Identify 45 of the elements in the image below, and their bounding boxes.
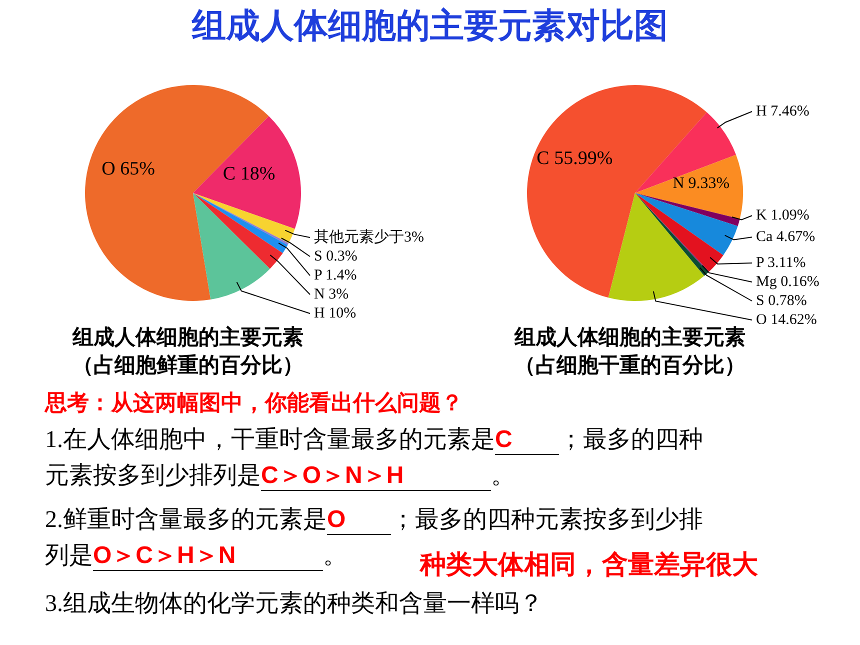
text: 元素按多到少排列是 [45, 463, 261, 489]
pie-slice [635, 193, 740, 226]
text: O [327, 506, 391, 535]
text: 2.鲜重时含量最多的元素是 [45, 507, 327, 533]
pie-slice [635, 193, 738, 256]
slice-label: O 65% [102, 158, 156, 180]
text: ；最多的四种 [559, 427, 703, 453]
text: 3.组成生物体的化学元素的种类和含量一样吗？ [45, 591, 543, 617]
slice-label: N 9.33% [672, 175, 730, 192]
text: 。 [323, 543, 347, 569]
slice-label: H 7.46% [756, 103, 810, 120]
text: C＞O＞N＞H [261, 462, 491, 491]
pie-slice [635, 112, 736, 193]
slice-label: S 0.78% [756, 293, 807, 309]
slice-label: P 1.4% [314, 268, 357, 284]
pie-slice [193, 193, 283, 269]
slice-label: H 10% [314, 306, 356, 322]
text: （占细胞鲜重的百分比） [72, 353, 304, 379]
text: 组成人体细胞的主要元素对比图 [190, 6, 669, 46]
slice-label: O 14.62% [756, 312, 817, 328]
text: 组成人体细胞的主要元素 [71, 324, 304, 351]
pie-slice [608, 193, 704, 301]
slice-label: S 0.3% [314, 248, 358, 265]
slice-label: Ca 4.67% [756, 229, 816, 246]
text: C [495, 426, 559, 455]
slice-label: C 55.99% [536, 148, 613, 170]
text: 种类大体相同，含量差异很大 [420, 548, 758, 580]
text: 。 [491, 463, 515, 489]
slice-label: K 1.09% [756, 208, 810, 224]
pie-slice [193, 116, 301, 229]
text: ；最多的四种元素按多到少排 [391, 507, 703, 533]
text: 1.在人体细胞中，干重时含量最多的元素是 [45, 427, 495, 453]
pie-slice [193, 193, 270, 300]
slice-label: 其他元素少于3% [314, 228, 424, 246]
pie-slice [635, 193, 724, 272]
text: （占细胞干重的百分比） [514, 353, 746, 379]
slice-label: C 18% [222, 163, 276, 184]
pie-slice [635, 154, 743, 219]
text: O＞C＞H＞N [93, 542, 323, 571]
slice-label: N 3% [314, 286, 349, 303]
slice-label: Mg 0.16% [756, 274, 820, 290]
slice-label: P 3.11% [756, 255, 806, 271]
text: 组成人体细胞的主要元素 [514, 326, 746, 349]
text: 思考：从这两幅图中，你能看出什么问题？ [45, 389, 463, 417]
text: 列是 [45, 543, 93, 569]
